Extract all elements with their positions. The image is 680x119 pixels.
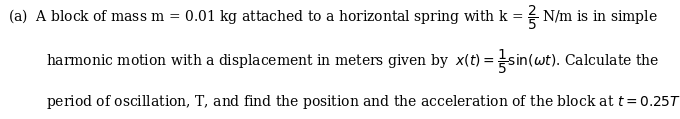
- Text: period of oscillation, T, and find the position and the acceleration of the bloc: period of oscillation, T, and find the p…: [46, 93, 680, 111]
- Text: harmonic motion with a displacement in meters given by  $x(t){=}\dfrac{1}{5}\sin: harmonic motion with a displacement in m…: [46, 48, 660, 76]
- Text: (a)  A block of mass m = 0.01 kg attached to a horizontal spring with k = $\dfra: (a) A block of mass m = 0.01 kg attached…: [8, 4, 658, 32]
